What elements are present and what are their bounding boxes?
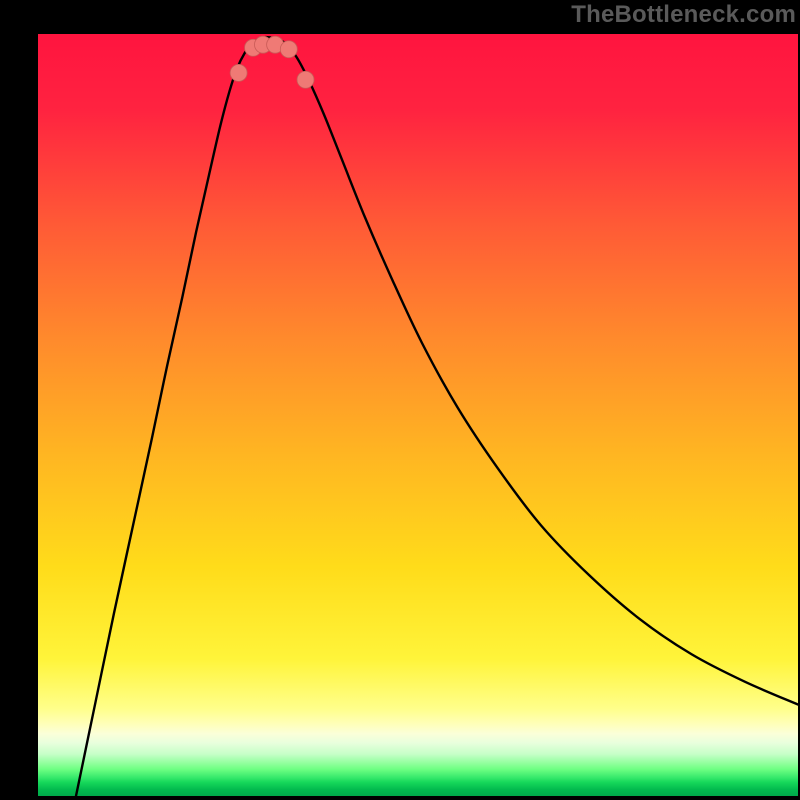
watermark-text: TheBottleneck.com [571, 1, 796, 29]
data-marker [280, 41, 297, 58]
plot-svg [0, 0, 800, 800]
gradient-background [38, 34, 798, 796]
data-marker [230, 64, 247, 81]
bottleneck-plot: TheBottleneck.com [0, 0, 800, 800]
data-marker [297, 71, 314, 88]
